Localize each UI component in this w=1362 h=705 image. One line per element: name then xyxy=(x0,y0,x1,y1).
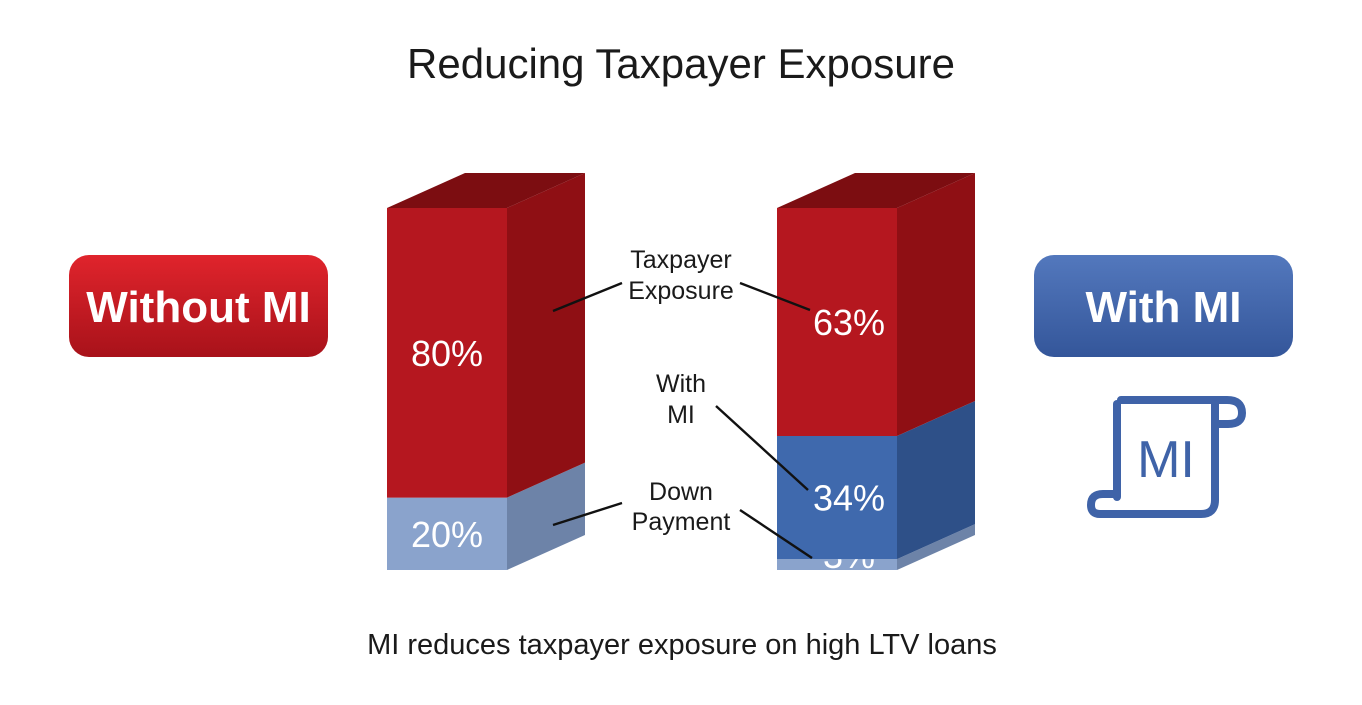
chart-title: Reducing Taxpayer Exposure xyxy=(407,40,955,87)
bar-without-mi-down-payment-label: 20% xyxy=(411,514,483,555)
bars: 20%80%3%34%63% xyxy=(387,173,975,576)
with-mi-badge-bg xyxy=(1034,255,1293,357)
bar-with-mi-taxpayer-exposure-side xyxy=(897,173,975,437)
callout-down-line1: Down xyxy=(649,478,713,506)
bar-with-mi-down-payment-front xyxy=(777,559,897,570)
bar-without-mi-top xyxy=(387,173,585,208)
bar-without-mi-taxpayer-exposure-front xyxy=(387,208,507,498)
bar-with-mi-top xyxy=(777,173,975,208)
bar-with-mi-taxpayer-exposure-front xyxy=(777,208,897,437)
bar-with-mi-with-mi-label: 34% xyxy=(813,478,885,519)
callout-taxpayer-exposure: Taxpayer Exposure xyxy=(552,246,811,313)
without-mi-badge-bg xyxy=(69,255,328,357)
without-mi-badge-label: Without MI xyxy=(86,283,310,332)
leader-down-right xyxy=(739,509,813,559)
leader-down-left xyxy=(552,501,623,527)
callout-mi-line2: MI xyxy=(667,401,695,429)
callout-taxpayer-line2: Exposure xyxy=(628,277,734,305)
bar-without-mi-taxpayer-exposure-side xyxy=(507,173,585,498)
without-mi-badge: Without MI xyxy=(69,255,328,357)
callout-mi-line1: With xyxy=(656,370,706,398)
bar-without-mi-down-payment-front xyxy=(387,497,507,570)
callout-with-mi: With MI xyxy=(656,370,809,491)
mi-document-icon: MI xyxy=(1087,396,1246,518)
leader-mi xyxy=(715,405,809,491)
bar-without-mi-down-payment-side xyxy=(507,462,585,570)
mi-icon-text: MI xyxy=(1137,431,1195,489)
bar-with-mi-down-payment-side xyxy=(897,524,975,570)
bar-with-mi-with-mi-front xyxy=(777,436,897,560)
bar-without-mi-taxpayer-exposure-label: 80% xyxy=(411,333,483,374)
leader-taxpayer-left xyxy=(552,281,623,313)
callout-taxpayer-line1: Taxpayer xyxy=(630,246,731,274)
chart-subtitle: MI reduces taxpayer exposure on high LTV… xyxy=(367,629,997,661)
leader-taxpayer-right xyxy=(739,281,811,312)
with-mi-badge-label: With MI xyxy=(1086,283,1242,332)
callout-down-line2: Payment xyxy=(632,508,731,536)
with-mi-badge: With MI xyxy=(1034,255,1293,357)
bar-with-mi-with-mi-side xyxy=(897,401,975,560)
bar-with-mi-taxpayer-exposure-label: 63% xyxy=(813,302,885,343)
callout-down-payment: Down Payment xyxy=(552,478,813,559)
